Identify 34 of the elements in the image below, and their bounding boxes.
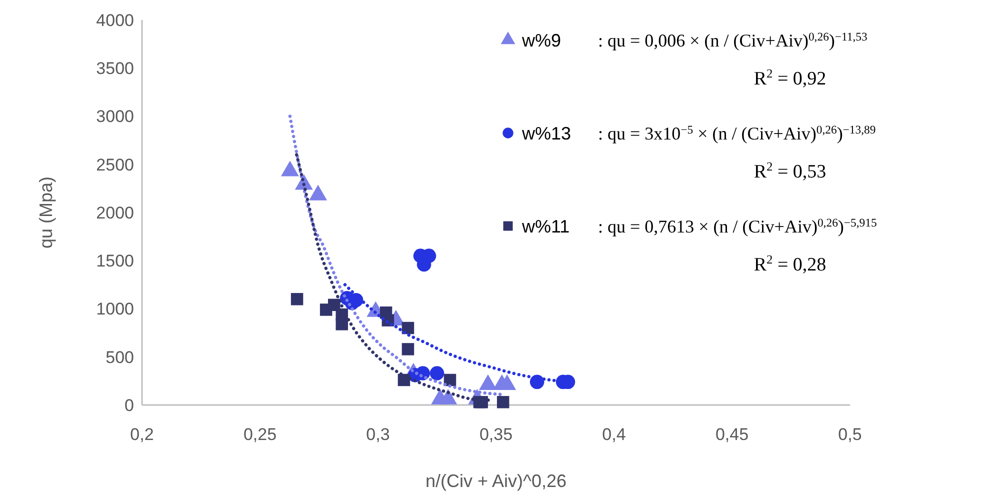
annotation: : qu = 0,7613 × (n / (Civ+Aiv)$^{0,26}$)$^{−5,915}$	[598, 216, 877, 236]
x-tick-label: 0,4	[602, 425, 626, 444]
annotation: R$^{2}$ = 0,53	[754, 160, 826, 183]
x-tick-label: 0,45	[715, 425, 749, 444]
annotation: R$^{2}$ = 0,92	[754, 66, 826, 90]
point	[402, 343, 414, 356]
annotation: R$^{2}$ = 0,28	[754, 252, 826, 276]
point	[290, 293, 304, 306]
x-tick-label: 0,2	[130, 425, 154, 444]
x-axis-title: n/(Civ + Aiv)^0,26	[425, 471, 567, 491]
y-tick-label: 3000	[96, 107, 134, 126]
x-tick-label: 0,5	[838, 425, 862, 444]
y-tick-label: 3500	[96, 59, 134, 78]
y-tick-label: 2500	[96, 155, 134, 174]
point	[320, 304, 332, 316]
point	[336, 318, 348, 330]
annotation: : qu = 3x10$^{−5}$ × (n / (Civ+Aiv)$^{0,26}$)$^{−13,89}$	[598, 122, 876, 144]
y-tick-label: 1500	[96, 252, 134, 271]
legend-label: w%11	[521, 216, 570, 236]
y-axis-title: qu (Mpa)	[36, 176, 56, 249]
x-tick-label: 0,25	[243, 425, 277, 444]
y-tick-label: 500	[106, 348, 134, 367]
x-tick-label: 0,3	[366, 425, 390, 444]
point	[496, 396, 510, 408]
legend-label: w%13	[521, 123, 572, 144]
annotation: : qu = 0,006 × (n / (Civ+Aiv)$^{0,26}$)$^{−11,53}$	[598, 30, 868, 50]
y-tick-label: 0	[124, 396, 134, 415]
y-tick-label: 2000	[96, 203, 134, 222]
point	[402, 322, 414, 334]
y-tick-label: 1000	[96, 300, 134, 319]
legend-label: w%9	[521, 30, 562, 50]
y-tick-label: 4000	[96, 10, 134, 30]
x-tick-label: 0,35	[479, 425, 513, 444]
point	[430, 366, 444, 380]
